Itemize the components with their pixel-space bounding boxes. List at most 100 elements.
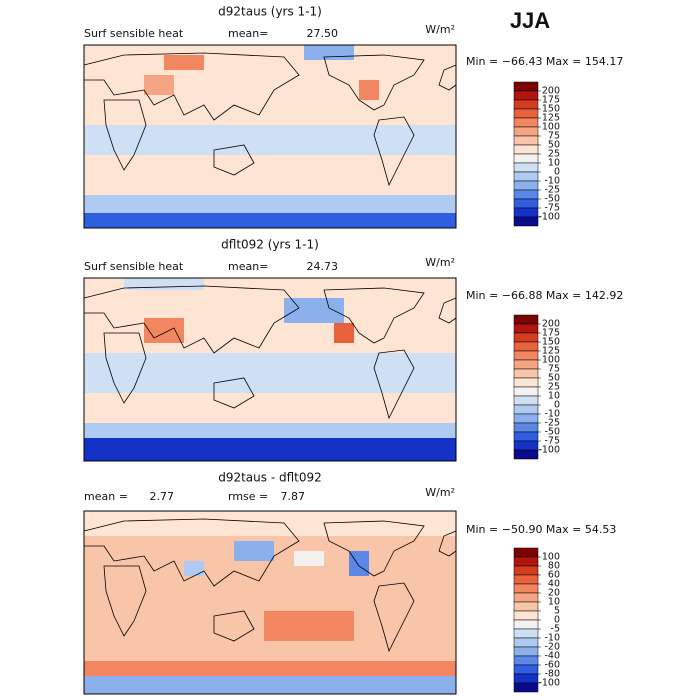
colorbar-label: 60 bbox=[548, 570, 560, 581]
map-frame bbox=[83, 277, 457, 462]
units-label: W/m² bbox=[425, 23, 455, 36]
coastline bbox=[213, 144, 255, 176]
coastline bbox=[323, 287, 425, 344]
colorbar-box bbox=[513, 368, 539, 379]
map-field bbox=[84, 661, 456, 676]
colorbar-label: -25 bbox=[544, 418, 560, 429]
colorbar-label: 75 bbox=[548, 364, 560, 375]
colorbar-box bbox=[513, 90, 539, 101]
map bbox=[83, 277, 457, 462]
colorbar-box bbox=[513, 108, 539, 119]
coastline bbox=[103, 99, 147, 171]
colorbar-box bbox=[513, 413, 539, 424]
colorbar-label: -50 bbox=[544, 427, 560, 438]
map bbox=[83, 44, 457, 229]
colorbar-box bbox=[513, 565, 539, 576]
map-field bbox=[164, 55, 204, 70]
colorbar-label: 20 bbox=[548, 588, 560, 599]
coastline bbox=[83, 518, 300, 587]
coastline bbox=[213, 610, 255, 642]
map-field bbox=[359, 80, 379, 100]
colorbar-label: 100 bbox=[542, 122, 560, 133]
coastline bbox=[103, 332, 147, 404]
panel: d92taus (yrs 1-1) Surf sensible heat mean=… bbox=[83, 5, 623, 229]
colorbar-label: 125 bbox=[542, 113, 560, 124]
colorbar-box bbox=[513, 592, 539, 603]
colorbar-label: -10 bbox=[544, 176, 560, 187]
coastline bbox=[213, 377, 255, 409]
coastline bbox=[103, 565, 147, 637]
map bbox=[83, 510, 457, 695]
colorbar-box bbox=[513, 395, 539, 406]
coastline bbox=[323, 520, 425, 577]
colorbar-box bbox=[513, 601, 539, 612]
range-text: Min = −50.90 Max = 54.53 bbox=[466, 523, 616, 536]
map-field bbox=[304, 45, 354, 60]
panel-title: d92taus (yrs 1-1) bbox=[218, 5, 322, 19]
colorbar-box bbox=[513, 323, 539, 334]
colorbar-box bbox=[513, 180, 539, 191]
units-label: W/m² bbox=[425, 256, 455, 269]
colorbar-box bbox=[513, 386, 539, 397]
coastline bbox=[373, 349, 415, 420]
map-field bbox=[124, 278, 204, 290]
colorbar-box bbox=[513, 673, 539, 684]
colorbar-label: 200 bbox=[542, 319, 560, 330]
map-field bbox=[264, 611, 354, 641]
coastline bbox=[83, 52, 300, 121]
map-field bbox=[84, 353, 456, 393]
map-field bbox=[184, 561, 204, 576]
colorbar-box bbox=[513, 171, 539, 182]
colorbar-box bbox=[513, 547, 539, 558]
colorbar-box bbox=[513, 189, 539, 200]
colorbar-label: 100 bbox=[542, 552, 560, 563]
coastline bbox=[83, 285, 300, 354]
map-field bbox=[84, 213, 456, 228]
colorbar-box bbox=[513, 440, 539, 451]
units-label: W/m² bbox=[425, 486, 455, 499]
colorbar-label: 40 bbox=[548, 579, 560, 590]
colorbar-label: 50 bbox=[548, 140, 560, 151]
colorbar-box bbox=[513, 341, 539, 352]
colorbar-label: 175 bbox=[542, 95, 560, 106]
colorbar-box bbox=[513, 314, 539, 325]
colorbar-box bbox=[513, 153, 539, 164]
colorbar-box bbox=[513, 556, 539, 567]
map-frame bbox=[83, 44, 457, 229]
colorbar-label: -5 bbox=[551, 624, 560, 635]
stat-value: 24.73 bbox=[307, 260, 339, 273]
season-title: JJA bbox=[510, 8, 550, 33]
range-text: Min = −66.88 Max = 142.92 bbox=[466, 289, 623, 302]
coastline bbox=[323, 54, 425, 111]
colorbar-box bbox=[513, 637, 539, 648]
colorbar-label: 5 bbox=[554, 606, 560, 617]
colorbar-box bbox=[513, 144, 539, 155]
colorbar-box bbox=[513, 646, 539, 657]
colorbar-label: 0 bbox=[554, 400, 560, 411]
colorbar-box bbox=[513, 350, 539, 361]
colorbar-label: -50 bbox=[544, 194, 560, 205]
colorbar-box bbox=[513, 126, 539, 137]
colorbar-label: -40 bbox=[544, 651, 560, 662]
map-field bbox=[349, 551, 369, 576]
map-field bbox=[234, 541, 274, 561]
colorbar-box bbox=[513, 81, 539, 92]
variable-label: Surf sensible heat bbox=[84, 260, 184, 273]
colorbar-box bbox=[513, 117, 539, 128]
colorbar-label: 200 bbox=[542, 86, 560, 97]
colorbar-box bbox=[513, 664, 539, 675]
map-field bbox=[334, 323, 354, 343]
colorbar-box bbox=[513, 574, 539, 585]
colorbar-box bbox=[513, 619, 539, 630]
colorbar-box bbox=[513, 655, 539, 666]
map-field bbox=[284, 298, 344, 323]
map-field bbox=[84, 438, 456, 461]
map-field bbox=[144, 318, 184, 343]
colorbar-box bbox=[513, 332, 539, 343]
colorbar-label: -25 bbox=[544, 185, 560, 196]
map-field bbox=[84, 511, 456, 536]
colorbar-box bbox=[513, 404, 539, 415]
colorbar-label: 175 bbox=[542, 328, 560, 339]
colorbar-label: -100 bbox=[538, 445, 560, 456]
colorbar-label: -10 bbox=[544, 409, 560, 420]
